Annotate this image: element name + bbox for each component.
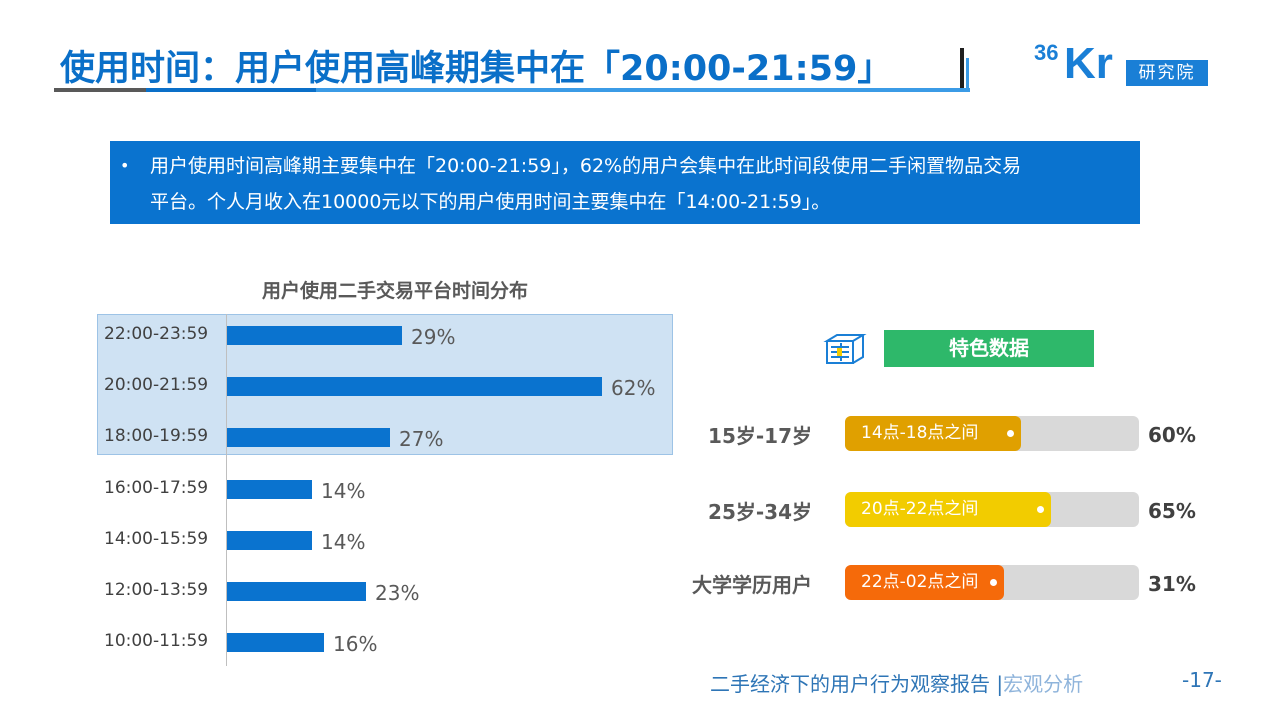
feature-progress-fill: 22点-02点之间	[845, 565, 1004, 600]
logo-institute-label: 研究院	[1126, 60, 1208, 86]
category-label: 12:00-13:59	[104, 580, 209, 600]
chart-title: 用户使用二手交易平台时间分布	[262, 280, 529, 302]
bar-value-label: 62%	[611, 376, 656, 401]
feature-progress-track: 20点-22点之间	[845, 492, 1139, 527]
progress-dot-icon	[990, 579, 997, 586]
feature-time-range: 14点-18点之间	[861, 423, 979, 443]
summary-box: • 用户使用时间高峰期主要集中在「20:00-21:59」，62%的用户会集中在…	[110, 141, 1140, 224]
feature-progress-fill: 14点-18点之间	[845, 416, 1021, 451]
chart-axis	[226, 314, 227, 666]
bullet-icon: •	[120, 156, 130, 175]
category-label: 14:00-15:59	[104, 528, 209, 549]
footer-section: 宏观分析	[1003, 672, 1084, 696]
bar-value-label: 29%	[411, 325, 456, 349]
bar-value-label: 14%	[321, 478, 366, 503]
feature-percent: 65%	[1148, 499, 1196, 523]
bar	[227, 582, 366, 601]
feature-data-title: 特色数据	[884, 330, 1094, 367]
footer: 二手经济下的用户行为观察报告 |宏观分析	[710, 668, 1083, 697]
category-label: 16:00-17:59	[104, 477, 209, 498]
summary-line-2: 平台。个人月收入在10000元以下的用户使用时间主要集中在「14:00-21:5…	[150, 191, 831, 213]
bar	[227, 633, 324, 653]
progress-dot-icon	[1007, 430, 1014, 437]
feature-time-range: 22点-02点之间	[861, 572, 979, 592]
footer-separator: |	[996, 672, 1004, 696]
title-underline-accent	[316, 88, 970, 92]
feature-progress-track: 14点-18点之间	[845, 416, 1139, 451]
progress-dot-icon	[1037, 506, 1044, 513]
feature-percent: 31%	[1148, 572, 1196, 596]
feature-percent: 60%	[1148, 423, 1196, 447]
category-label: 18:00-19:59	[104, 426, 209, 447]
title-bracket-mark-accent	[966, 58, 969, 92]
logo-36: 36	[1034, 40, 1059, 65]
page-title: 使用时间：用户使用高峰期集中在「20:00-21:59」	[60, 49, 893, 89]
category-label: 22:00-23:59	[104, 324, 209, 344]
title-underline-dark	[54, 88, 146, 92]
title-bracket-mark	[960, 48, 964, 88]
feature-row-label: 15岁-17岁	[708, 424, 812, 448]
bar	[227, 428, 390, 448]
feature-progress-fill: 20点-22点之间	[845, 492, 1051, 527]
summary-line-1: 用户使用时间高峰期主要集中在「20:00-21:59」，62%的用户会集中在此时…	[150, 155, 1022, 177]
feature-row-label: 大学学历用户	[692, 573, 812, 597]
page-number: -17-	[1182, 668, 1222, 692]
brand-logo: 36 Kr 研究院	[1034, 40, 1212, 90]
bar	[227, 377, 602, 397]
data-stack-icon	[823, 334, 867, 364]
bar	[227, 530, 312, 550]
category-label: 20:00-21:59	[104, 375, 209, 396]
bar-value-label: 27%	[399, 427, 444, 452]
feature-time-range: 20点-22点之间	[861, 499, 979, 519]
bar-value-label: 14%	[321, 529, 366, 554]
bar	[227, 479, 312, 499]
bar-value-label: 23%	[375, 581, 420, 605]
logo-kr: Kr	[1064, 39, 1113, 88]
report-name: 二手经济下的用户行为观察报告	[710, 672, 990, 696]
feature-row-label: 25岁-34岁	[708, 500, 812, 524]
bar-value-label: 16%	[333, 632, 378, 657]
category-label: 10:00-11:59	[104, 631, 209, 652]
feature-progress-track: 22点-02点之间	[845, 565, 1139, 600]
bar	[227, 326, 402, 345]
